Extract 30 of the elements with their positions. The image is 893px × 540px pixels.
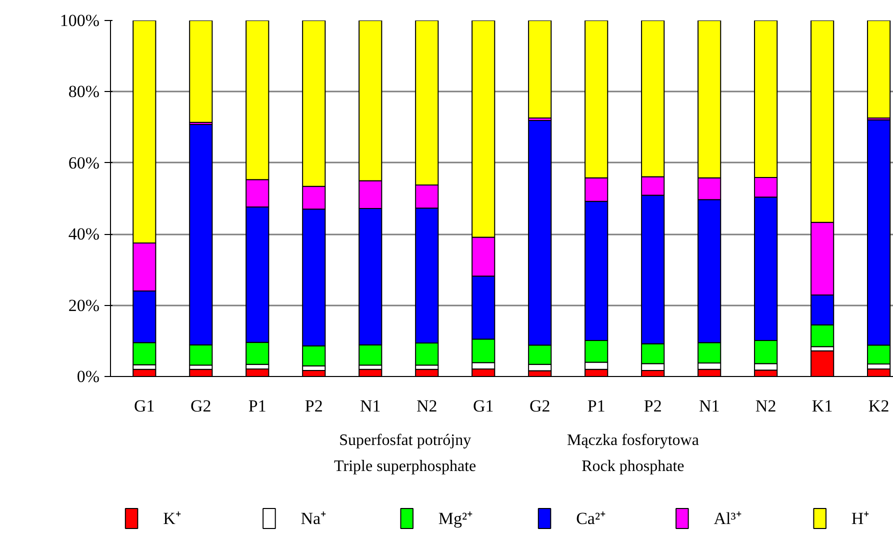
legend-label: Mg²⁺: [438, 509, 474, 528]
x-tick-label: N2: [755, 396, 776, 416]
x-tick-label: G1: [134, 396, 155, 416]
y-tick-label: 60%: [68, 153, 100, 172]
x-tick-label: N1: [698, 396, 720, 416]
legend-label: Na⁺: [300, 509, 327, 528]
x-tick-label: K1: [812, 396, 833, 416]
y-tick-label: 80%: [68, 82, 100, 102]
x-tick-label: K2: [868, 396, 890, 416]
x-tick-label: N2: [416, 396, 438, 416]
text: Mączka fosforytowa Rock phosphate: [566, 432, 699, 475]
y-tick-label: 20%: [68, 296, 100, 315]
x-tick-label: G1: [472, 396, 494, 416]
x-tick-label: P2: [644, 396, 662, 416]
y-tick-label: 40%: [68, 224, 100, 244]
x-tick-label: G2: [529, 396, 550, 416]
x-tick-label: P1: [587, 396, 606, 416]
text: Superfosfat potrójny Triple superphosphate: [334, 432, 476, 475]
legend-label: H⁺: [851, 509, 870, 528]
x-tick-label: N1: [360, 396, 381, 416]
bar: [528, 20, 552, 119]
x-tick-label: G2: [190, 396, 212, 416]
bar: [189, 20, 213, 123]
legend-label: Ca²⁺: [576, 509, 606, 528]
x-tick-label: P2: [304, 396, 323, 416]
legend-label: K⁺: [163, 509, 182, 528]
legend-label: Al³⁺: [714, 509, 742, 528]
y-tick-label: 0%: [76, 367, 100, 386]
x-tick-label: P1: [248, 396, 266, 416]
y-tick-label: 100%: [60, 11, 100, 30]
